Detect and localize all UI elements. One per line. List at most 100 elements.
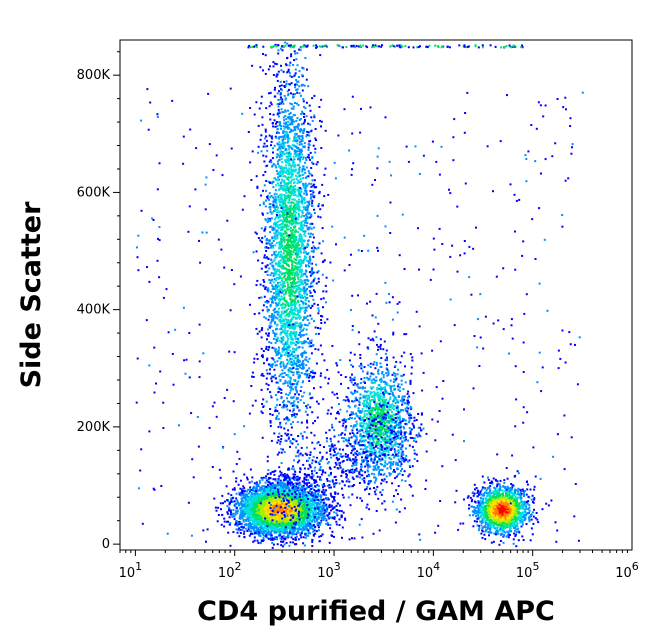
- data-point: [252, 487, 254, 490]
- data-point: [269, 537, 272, 540]
- data-point: [298, 215, 300, 218]
- data-point: [301, 510, 304, 512]
- data-point: [255, 517, 258, 520]
- data-point: [256, 505, 259, 508]
- data-point: [274, 518, 277, 521]
- data-point: [292, 531, 294, 534]
- data-point: [294, 485, 297, 488]
- data-point: [269, 527, 272, 530]
- data-point: [304, 501, 307, 504]
- data-point: [270, 512, 273, 514]
- data-point: [286, 161, 289, 164]
- data-point: [257, 502, 259, 505]
- data-point: [219, 502, 222, 505]
- data-point: [255, 506, 257, 509]
- data-point: [297, 435, 300, 437]
- data-point: [318, 535, 321, 538]
- data-point: [279, 373, 282, 376]
- data-point: [234, 523, 237, 526]
- data-point: [262, 513, 265, 516]
- data-point: [249, 494, 252, 497]
- data-point: [295, 219, 297, 222]
- data-point: [271, 546, 274, 549]
- data-point: [281, 312, 284, 315]
- data-point: [302, 182, 305, 185]
- data-point: [301, 488, 304, 490]
- data-point: [303, 120, 306, 123]
- data-point: [262, 533, 264, 536]
- data-point: [301, 485, 304, 488]
- data-point: [282, 70, 285, 73]
- data-point: [259, 66, 262, 69]
- data-point: [310, 345, 313, 348]
- data-point: [243, 530, 246, 533]
- data-point: [290, 489, 293, 492]
- data-point: [248, 512, 251, 515]
- data-point: [291, 160, 294, 163]
- data-point: [286, 527, 289, 530]
- data-point: [296, 195, 299, 198]
- data-point: [263, 486, 266, 489]
- data-point: [290, 353, 293, 356]
- data-point: [242, 510, 245, 512]
- data-point: [260, 492, 263, 495]
- data-point: [298, 317, 301, 320]
- data-point: [268, 489, 271, 492]
- data-point: [313, 494, 315, 497]
- data-point: [288, 201, 291, 204]
- data-point: [240, 494, 243, 497]
- data-point: [300, 536, 303, 539]
- data-point: [277, 70, 280, 73]
- data-point: [279, 504, 282, 506]
- data-point: [263, 530, 266, 533]
- data-point: [319, 386, 322, 389]
- data-point: [302, 230, 305, 233]
- data-point: [298, 524, 300, 527]
- data-point: [276, 160, 279, 163]
- data-point: [245, 490, 248, 493]
- data-point: [307, 300, 310, 303]
- data-point: [266, 528, 269, 531]
- data-point: [269, 305, 272, 308]
- data-point: [265, 479, 268, 482]
- data-point: [221, 494, 224, 497]
- data-point: [273, 502, 276, 505]
- data-point: [271, 470, 274, 473]
- data-point: [266, 300, 268, 303]
- data-point: [249, 532, 252, 535]
- data-point: [283, 505, 286, 508]
- data-point: [289, 61, 292, 64]
- data-point: [281, 237, 284, 240]
- data-point: [271, 147, 274, 150]
- data-point: [313, 500, 316, 503]
- data-point: [287, 210, 290, 213]
- data-point: [275, 499, 277, 502]
- data-point: [311, 510, 313, 513]
- data-point: [282, 336, 285, 338]
- data-point: [296, 519, 299, 522]
- data-point: [257, 527, 260, 530]
- data-point: [301, 511, 304, 514]
- data-point: [325, 508, 328, 511]
- data-point: [268, 198, 271, 201]
- data-point: [288, 187, 291, 190]
- data-point: [294, 229, 297, 232]
- data-point: [294, 393, 297, 396]
- data-point: [291, 350, 294, 353]
- data-point: [270, 485, 272, 488]
- data-point: [261, 372, 264, 375]
- data-point: [312, 371, 315, 374]
- data-point: [275, 536, 278, 539]
- data-point: [227, 506, 230, 509]
- data-point: [298, 315, 301, 317]
- data-point: [260, 522, 263, 525]
- data-point: [311, 179, 314, 182]
- data-point: [253, 529, 256, 532]
- data-point: [318, 106, 321, 108]
- data-point: [261, 309, 264, 312]
- data-point: [329, 492, 332, 495]
- data-point: [322, 488, 325, 491]
- data-point: [253, 525, 256, 528]
- data-point: [293, 114, 296, 117]
- data-point: [235, 511, 238, 514]
